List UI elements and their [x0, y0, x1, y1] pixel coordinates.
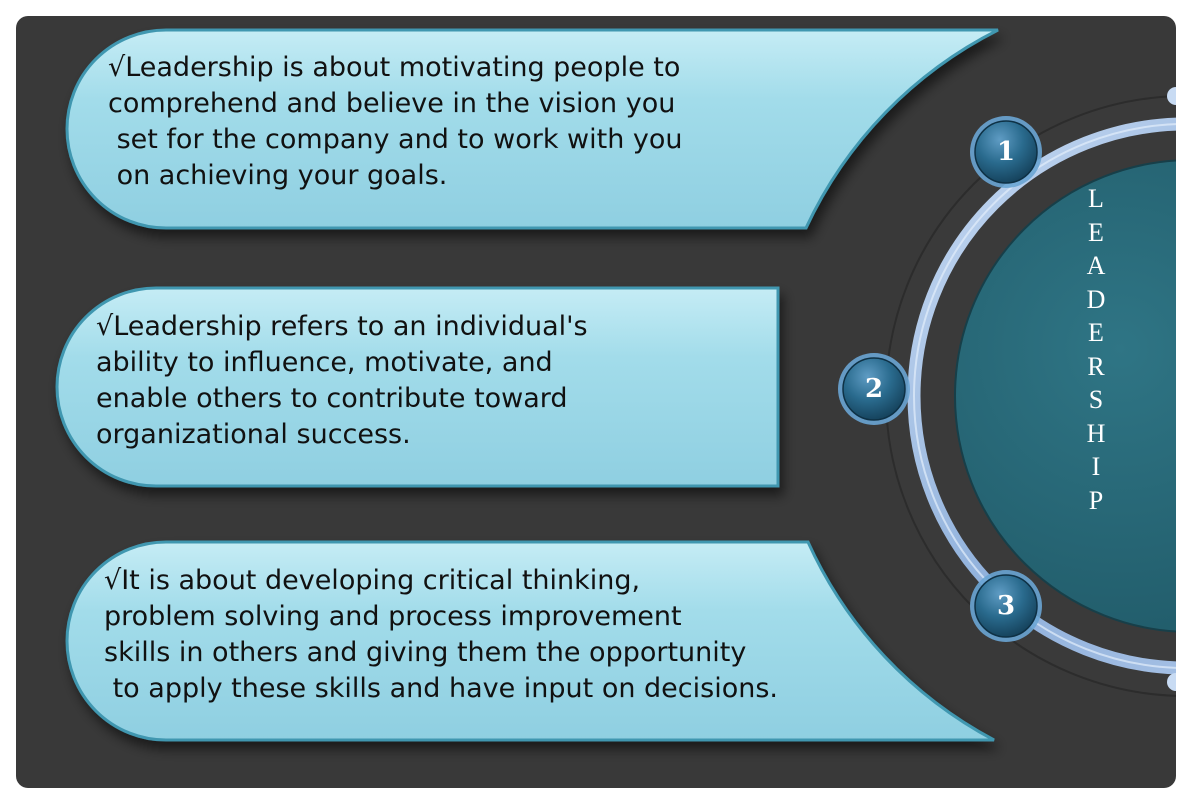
title-letter: L	[1088, 184, 1104, 213]
point-2-line-4: organizational success.	[96, 419, 411, 450]
point-3-line-1: √It is about developing critical thinkin…	[104, 565, 641, 596]
point-1-line-3: set for the company and to work with you	[108, 124, 683, 155]
point-3-line-4: to apply these skills and have input on …	[104, 673, 778, 704]
title-letter: E	[1088, 318, 1104, 347]
badge-1	[970, 116, 1042, 188]
vertical-title-leadership: L E A D E R S H I P	[1071, 182, 1121, 517]
banner-3-shape	[65, 540, 995, 742]
point-3-line-3: skills in others and giving them the opp…	[104, 637, 747, 668]
number-2-label: 2	[864, 374, 884, 404]
title-letter: I	[1091, 452, 1101, 481]
point-1-text: √Leadership is about motivating people t…	[108, 50, 683, 194]
point-3-line-2: problem solving and process improvement	[104, 601, 682, 632]
banner-1-shape	[65, 28, 999, 230]
ring-knob-top	[1167, 87, 1176, 105]
title-letter: D	[1086, 284, 1106, 314]
outer-ring-highlight	[913, 123, 1176, 669]
point-2-line-3: enable others to contribute toward	[96, 383, 568, 414]
title-letter: E	[1088, 217, 1104, 247]
badge-2	[838, 353, 910, 425]
title-letter: R	[1087, 351, 1105, 381]
point-2-text: √Leadership refers to an individual's ab…	[96, 309, 588, 453]
point-3-text: √It is about developing critical thinkin…	[104, 563, 778, 707]
badge-3	[970, 570, 1042, 642]
diagram-graphics	[55, 28, 1176, 742]
point-2-line-1: √Leadership refers to an individual's	[96, 311, 588, 342]
point-1-line-1: √Leadership is about motivating people t…	[108, 52, 681, 83]
point-2-line-2: ability to influence, motivate, and	[96, 347, 553, 378]
title-letter: P	[1088, 485, 1104, 515]
title-letter: A	[1086, 251, 1106, 280]
title-letter: H	[1086, 418, 1106, 448]
number-1-label: 1	[996, 137, 1016, 167]
ring-knob-bottom	[1167, 673, 1176, 691]
banner-2-shape	[55, 286, 780, 488]
center-circle	[954, 159, 1176, 633]
slide-canvas: √Leadership is about motivating people t…	[16, 16, 1176, 788]
title-letter: S	[1088, 385, 1104, 414]
point-1-line-4: on achieving your goals.	[108, 160, 448, 191]
number-3-label: 3	[996, 591, 1016, 621]
point-1-line-2: comprehend and believe in the vision you	[108, 88, 676, 119]
